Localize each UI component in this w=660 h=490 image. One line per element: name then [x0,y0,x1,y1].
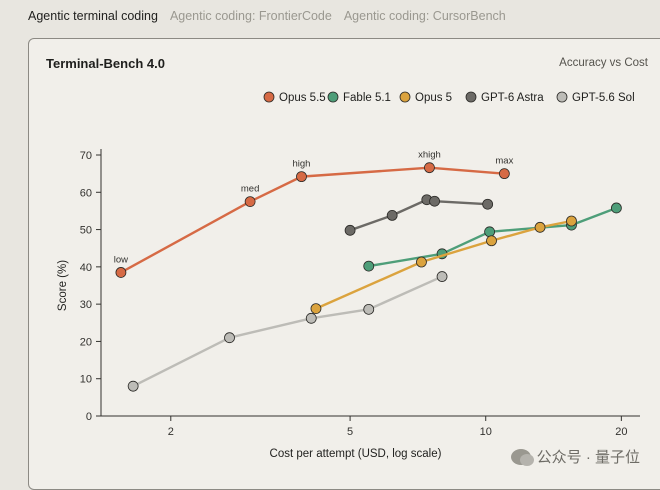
point-opus-5-5[interactable] [296,171,307,183]
point-opus-5-5[interactable] [244,196,256,208]
chart-subtitle: Accuracy vs Cost [559,57,648,69]
tab-cursorbench[interactable]: Agentic coding: CursorBench [343,9,506,23]
watermark-text: 公众号 · 量子位 [536,449,640,466]
x-tick-label: 2 [168,426,174,438]
y-tick-label: 70 [80,150,92,162]
series-line-gpt-6-astra [349,198,488,232]
point-gpt-5-6-sol[interactable] [127,380,139,392]
watermark: 公众号 · 量子位 [510,446,640,467]
legend-label-gpt-5-6-sol: GPT-5.6 Sol [572,92,635,104]
y-tick-label: 0 [86,411,92,423]
legend-label-opus-5: Opus 5 [415,92,452,104]
legend-marker-opus-5 [399,91,411,103]
point-gpt-6-astra[interactable] [429,195,440,207]
data-label-opus-5-5: low [114,254,128,265]
point-opus-5-5[interactable] [115,267,127,278]
data-label-opus-5-5: med [241,184,259,195]
legend-label-gpt-6-astra: GPT-6 Astra [481,92,544,104]
y-tick-label: 20 [80,336,92,348]
point-fable-5-1[interactable] [363,260,375,272]
point-gpt-6-astra[interactable] [344,224,356,236]
legend-marker-gpt-5-6-sol [556,91,568,103]
benchmark-tabs: Agentic terminal coding Agentic coding: … [28,9,506,23]
series-line-opus-5-5 [120,166,505,274]
y-axis-label: Score (%) [57,260,69,311]
legend-marker-opus-5-5 [263,91,275,103]
chart-card [28,38,660,490]
data-label-opus-5-5: max [495,156,513,167]
point-gpt-5-6-sol[interactable] [305,312,317,324]
point-opus-5[interactable] [416,256,427,268]
y-tick-label: 40 [80,262,92,274]
legend-marker-gpt-6-astra [465,91,477,103]
series-line-gpt-5-6-sol [132,275,443,388]
point-opus-5[interactable] [486,235,497,247]
point-opus-5-5[interactable] [424,162,435,174]
point-fable-5-1[interactable] [610,202,622,214]
legend-label-fable-5-1: Fable 5.1 [343,92,391,104]
point-gpt-5-6-sol[interactable] [436,271,448,282]
point-gpt-6-astra[interactable] [482,198,494,210]
y-tick-label: 30 [80,299,92,311]
y-tick-label: 10 [80,374,92,386]
legend-label-opus-5-5: Opus 5.5 [279,92,326,104]
wechat-icon [510,448,534,466]
legend-marker-fable-5-1 [327,91,339,103]
point-gpt-5-6-sol[interactable] [363,303,375,315]
point-opus-5-5[interactable] [498,168,510,180]
y-tick-label: 60 [80,187,92,199]
point-gpt-5-6-sol[interactable] [224,332,235,344]
point-opus-5[interactable] [566,215,577,227]
point-fable-5-1[interactable] [484,226,495,238]
data-label-opus-5-5: xhigh [418,150,441,161]
y-tick-label: 50 [80,225,92,237]
series-line-opus-5 [315,219,572,310]
chart-title: Terminal-Bench 4.0 [46,56,165,71]
data-label-opus-5-5: high [292,159,310,170]
tab-frontiercode[interactable]: Agentic coding: FrontierCode [169,9,332,23]
x-tick-label: 10 [480,426,492,438]
x-axis-label: Cost per attempt (USD, log scale) [270,448,442,460]
point-gpt-6-astra[interactable] [386,210,398,221]
point-opus-5[interactable] [534,221,546,233]
x-tick-label: 20 [615,426,627,438]
tab-agentic-terminal-coding[interactable]: Agentic terminal coding [28,9,158,23]
point-opus-5[interactable] [310,303,322,315]
x-tick-label: 5 [347,426,353,438]
